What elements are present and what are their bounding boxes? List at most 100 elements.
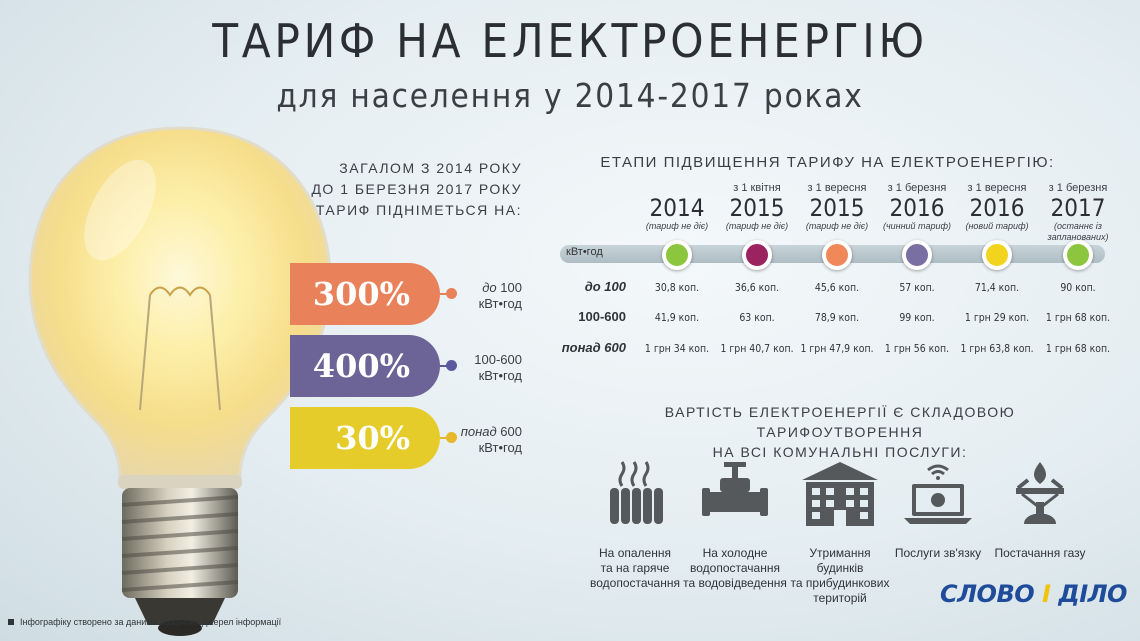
service-cold-water: На холодне водопостачання та водовідведе…	[680, 458, 790, 591]
stage-column-2014: 2014 (тариф не діє)	[632, 182, 722, 232]
page-subtitle: для населення у 2014-2017 роках	[276, 76, 864, 115]
service-label-line: та водовідведення	[683, 576, 787, 590]
tariff-cell: 1 грн 29 коп.	[964, 311, 1030, 324]
stage-column-2016b: з 1 вересня 2016 (новий тариф)	[952, 182, 1042, 232]
stage-note: (новий тариф)	[965, 221, 1029, 231]
stage-year: 2015	[809, 194, 865, 222]
tier-label-3: понад 600 кВт•год	[422, 424, 522, 456]
tier-connector-3	[440, 437, 450, 439]
tier-dot-2	[446, 360, 457, 371]
tier-badge-400: 400%	[290, 335, 440, 397]
tier-label-prefix: понад	[460, 424, 497, 439]
tariff-cell: 30,8 коп.	[654, 281, 700, 294]
tariff-cell: 45,6 коп.	[814, 281, 860, 294]
timeline-dot-2016b	[982, 240, 1012, 270]
water-pipe-icon	[702, 462, 768, 516]
timeline-dot-2015a	[742, 240, 772, 270]
stage-note: (тариф не діє)	[725, 221, 789, 231]
service-label-line: На холодне	[702, 546, 768, 560]
tariff-cell: 1 грн 47,9 коп.	[800, 342, 874, 355]
service-label-line: будинків	[816, 561, 864, 575]
tariff-cell: 41,9 коп.	[654, 311, 700, 324]
tariff-cell: 1 грн 63,8 коп.	[960, 342, 1034, 355]
timeline-dot-2016a	[902, 240, 932, 270]
row-label-over-600: понад 600	[561, 340, 626, 355]
building-icon	[802, 462, 878, 526]
service-label: Утримання будинків та прибудинкових тери…	[785, 546, 895, 606]
laptop-wifi-icon	[904, 464, 972, 524]
service-label-line: та прибудинкових	[790, 576, 890, 590]
service-heating: На опалення та на гаряче водопостачання	[580, 458, 690, 591]
stage-column-2016a: з 1 березня 2016 (чинний тариф)	[872, 182, 962, 232]
page-title: ТАРИФ НА ЕЛЕКТРОЕНЕРГІЮ	[212, 14, 928, 68]
tariff-cell: 36,6 коп.	[734, 281, 780, 294]
stage-date: з 1 березня	[887, 182, 947, 194]
service-label-line: Постачання газу	[994, 546, 1086, 560]
service-gas: Постачання газу	[985, 458, 1095, 561]
stage-year: 2014	[649, 194, 705, 222]
costs-title: ВАРТІСТЬ ЕЛЕКТРОЕНЕРГІЇ Є СКЛАДОВОЮ ТАРИ…	[580, 402, 1100, 462]
service-label: На опалення та на гаряче водопостачання	[580, 546, 690, 591]
stage-year: 2016	[889, 194, 945, 222]
tier-label-unit: кВт•год	[478, 440, 522, 455]
stage-date: з 1 квітня	[733, 182, 781, 194]
tier-label-amount: 100-600	[474, 352, 522, 367]
timeline-dot-2017	[1063, 240, 1093, 270]
tier-label-prefix: до	[482, 280, 497, 295]
tier-dot-1	[446, 288, 457, 299]
service-label: Послуги зв'язку	[883, 546, 993, 561]
tier-dot-3	[446, 432, 457, 443]
service-label-line: Послуги зв'язку	[894, 546, 982, 560]
logo-part: ДІЛО	[1058, 580, 1127, 608]
intro-line-1: ЗАГАЛОМ З 2014 РОКУ	[339, 160, 522, 176]
tier-connector-2	[440, 365, 450, 367]
tier-label-amount: 100	[500, 280, 522, 295]
stage-column-2015a: з 1 квітня 2015 (тариф не діє)	[712, 182, 802, 232]
footer-text: Інфографіку створено за даними відкритих…	[20, 617, 282, 627]
footer-note: Інфографіку створено за даними відкритих…	[8, 617, 281, 627]
stage-column-2017: з 1 березня 2017 (останнє із заплановани…	[1033, 182, 1123, 243]
service-label-line: водопостачання	[590, 576, 680, 590]
bullet-icon	[8, 619, 14, 625]
timeline-unit: кВт•год	[566, 246, 603, 258]
tier-label-1: до 100 кВт•год	[422, 280, 522, 312]
intro-line-3: ТАРИФ ПІДНІМЕТЬСЯ НА:	[315, 202, 522, 218]
timeline-dot-2014	[662, 240, 692, 270]
logo-part: І	[1042, 580, 1051, 608]
logo: СЛОВО І ДІЛО	[940, 580, 1127, 608]
service-communications: Послуги зв'язку	[883, 458, 993, 561]
tier-connector-1	[440, 293, 450, 295]
tariff-cell: 1 грн 34 коп.	[644, 342, 710, 355]
tier-badge-30: 30%	[290, 407, 440, 469]
tariff-cell: 57 коп.	[899, 281, 935, 294]
service-label-line: На опалення	[599, 546, 671, 560]
radiator-icon	[610, 461, 663, 524]
row-label-upto-100: до 100	[584, 279, 626, 294]
tariff-cell: 71,4 коп.	[974, 281, 1020, 294]
stage-note: (тариф не діє)	[805, 221, 869, 231]
service-label: Постачання газу	[985, 546, 1095, 561]
intro-text: ЗАГАЛОМ З 2014 РОКУ ДО 1 БЕРЕЗНЯ 2017 РО…	[300, 158, 522, 221]
tariff-cell: 1 грн 68 коп.	[1045, 311, 1111, 324]
stages-title: ЕТАПИ ПІДВИЩЕННЯ ТАРИФУ НА ЕЛЕКТРОЕНЕРГІ…	[600, 154, 1055, 171]
light-bulb-icon	[28, 126, 332, 636]
tariff-cell: 1 грн 68 коп.	[1045, 342, 1111, 355]
tariff-cell: 1 грн 40,7 коп.	[720, 342, 794, 355]
stage-note: (останнє із запланованих)	[1047, 221, 1109, 242]
stage-note: (тариф не діє)	[645, 221, 709, 231]
service-label-line: та на гаряче	[600, 561, 670, 575]
tariff-cell: 78,9 коп.	[814, 311, 860, 324]
tier-label-amount: 600	[500, 424, 522, 439]
service-label: На холодне водопостачання та водовідведе…	[680, 546, 790, 591]
service-label-line: водопостачання	[690, 561, 780, 575]
tariff-cell: 90 коп.	[1060, 281, 1096, 294]
intro-line-2: ДО 1 БЕРЕЗНЯ 2017 РОКУ	[311, 181, 522, 197]
stage-date: з 1 вересня	[967, 182, 1027, 194]
stage-year: 2015	[729, 194, 785, 222]
tier-badge-300: 300%	[290, 263, 440, 325]
tier-label-2: 100-600 кВт•год	[422, 352, 522, 384]
logo-part: СЛОВО	[940, 580, 1035, 608]
stage-year: 2017	[1050, 194, 1106, 222]
costs-title-line-2: НА ВСІ КОМУНАЛЬНІ ПОСЛУГИ:	[712, 444, 968, 460]
tariff-cell: 63 коп.	[739, 311, 775, 324]
